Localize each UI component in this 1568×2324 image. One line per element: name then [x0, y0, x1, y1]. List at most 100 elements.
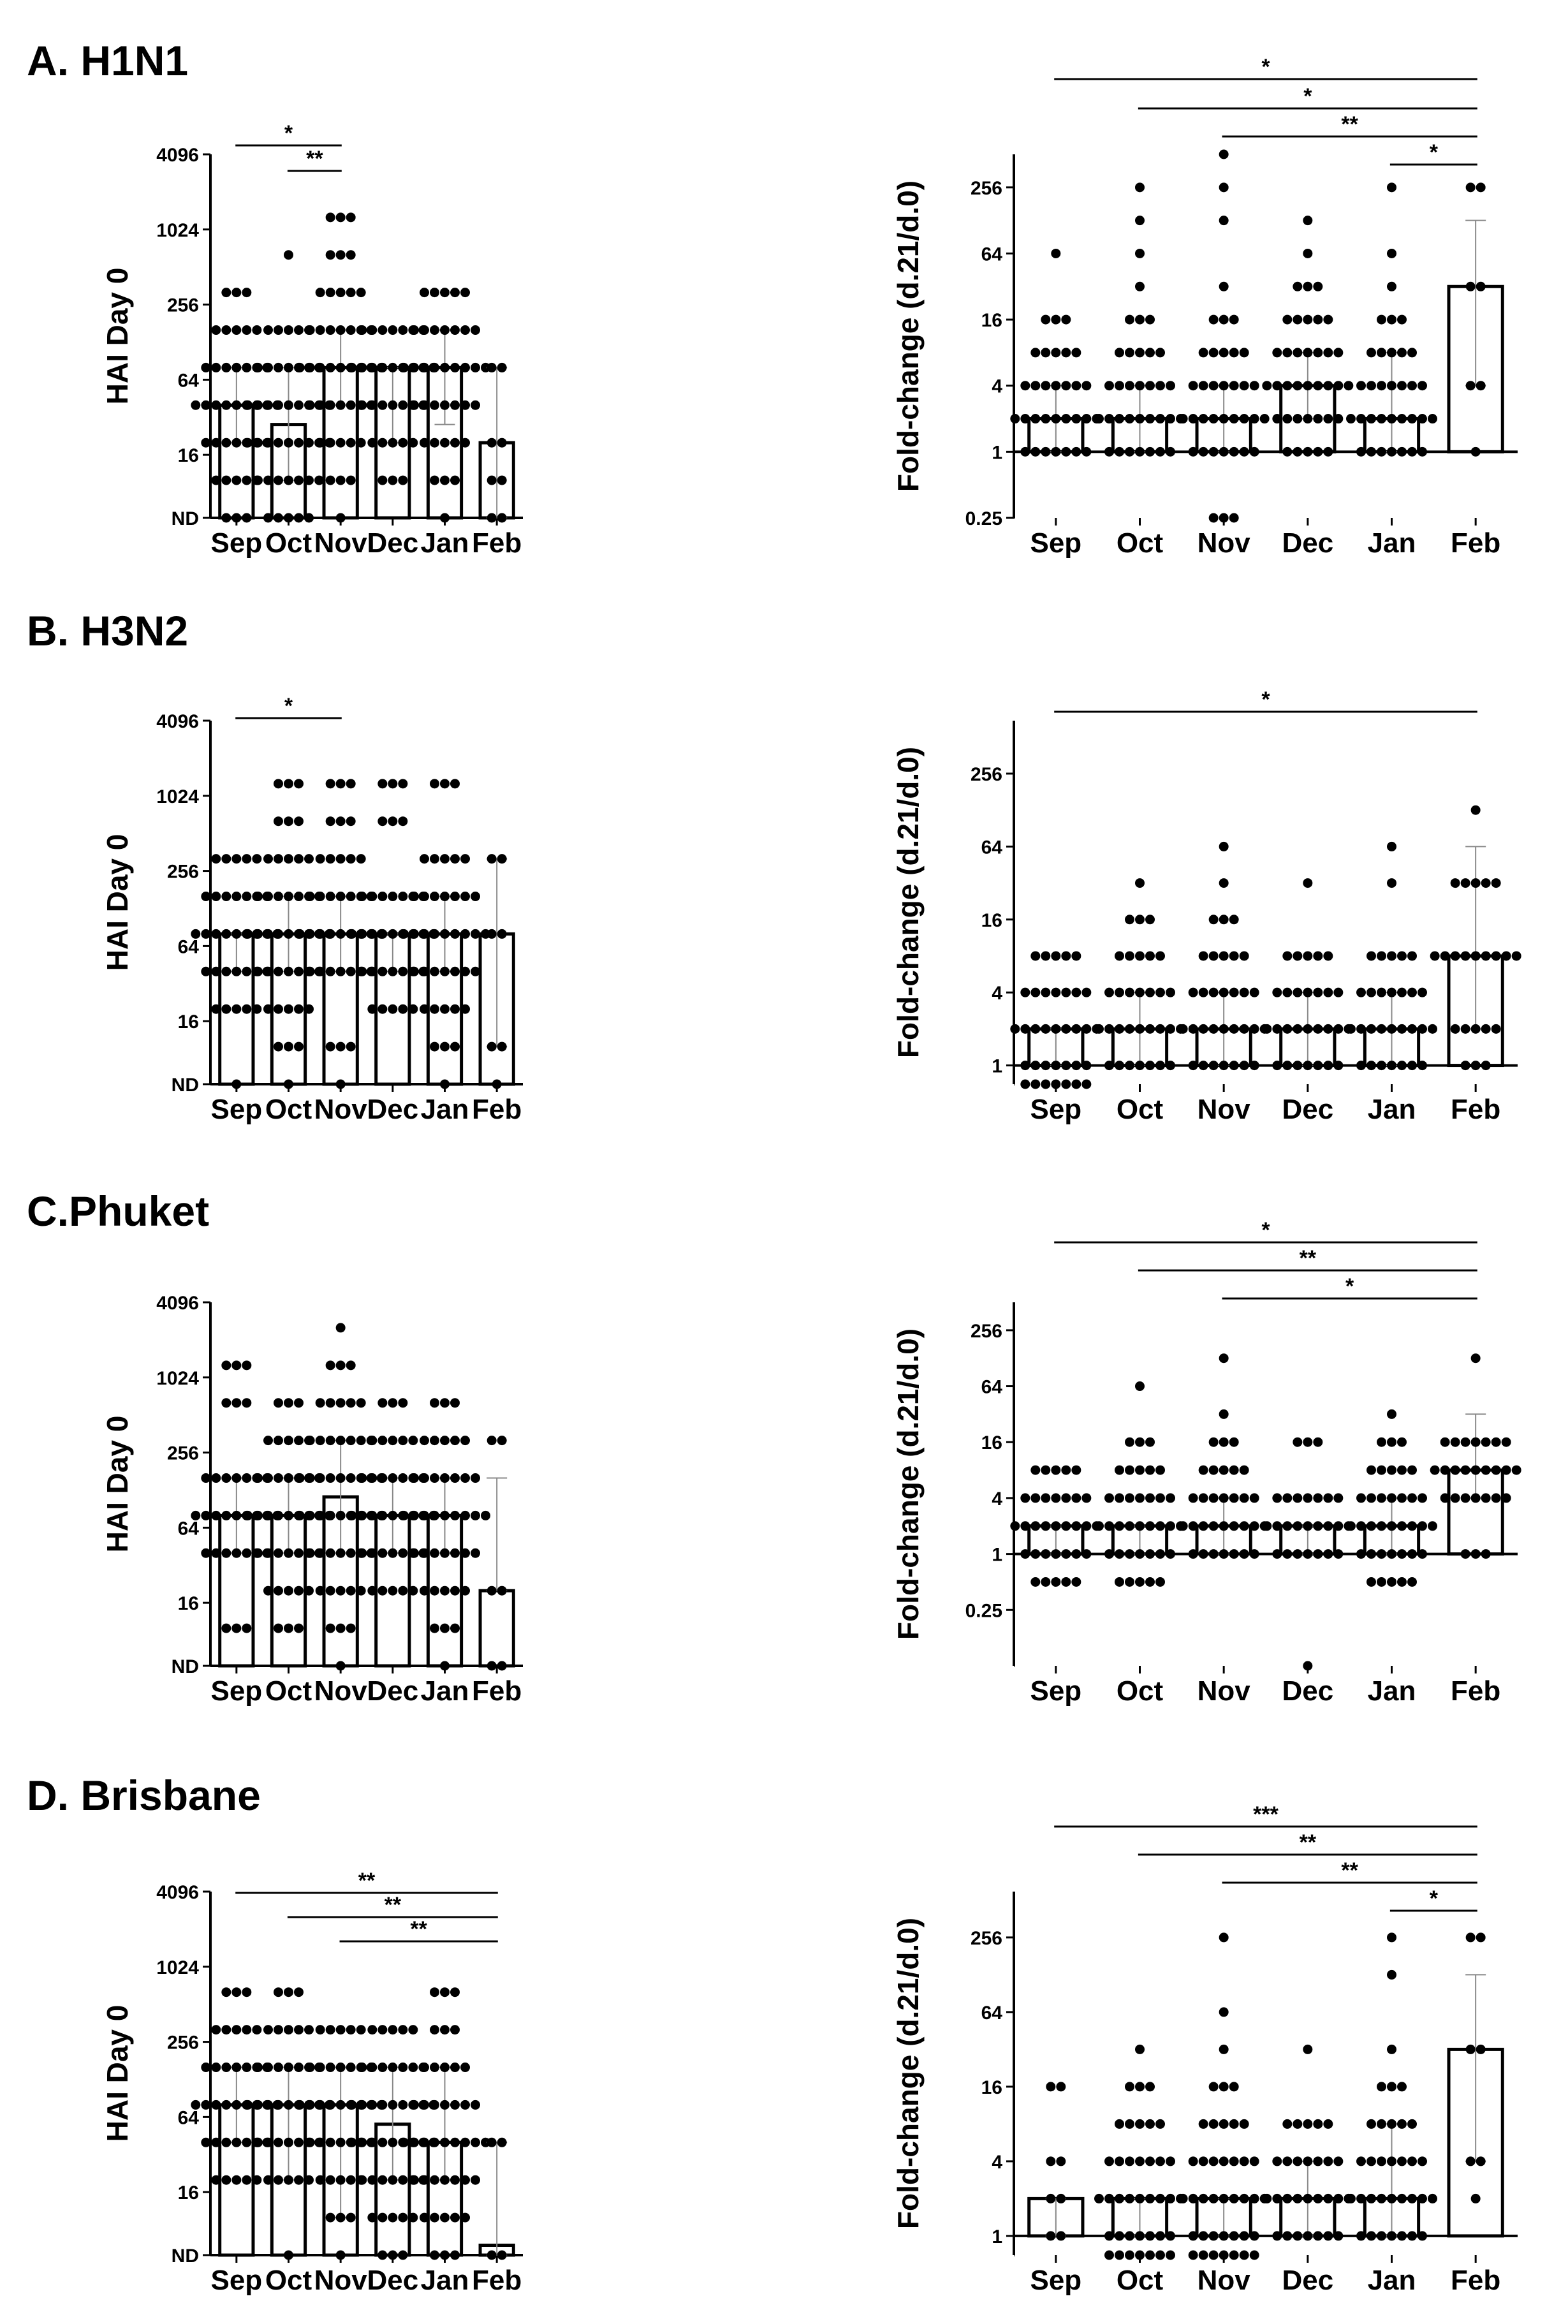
data-point — [1440, 1465, 1450, 1475]
data-point — [335, 816, 346, 827]
data-point — [1387, 841, 1396, 851]
data-point — [1051, 446, 1061, 457]
data-point — [377, 438, 388, 448]
data-point — [430, 1004, 439, 1014]
x-tick-label: Oct — [1117, 2265, 1164, 2296]
data-point — [1104, 414, 1114, 424]
data-point — [1303, 2193, 1313, 2203]
data-point — [1041, 1024, 1051, 1034]
data-point — [284, 400, 293, 410]
data-point — [1030, 1465, 1041, 1475]
data-point — [440, 475, 450, 485]
data-point — [1219, 2156, 1229, 2166]
data-point — [1071, 348, 1081, 358]
data-point — [1081, 1493, 1092, 1503]
x-tick-label: Jan — [1368, 1675, 1416, 1707]
data-point — [1282, 2156, 1293, 2166]
data-point — [367, 438, 377, 448]
sig-label: ** — [358, 1869, 376, 1893]
data-point — [1125, 1521, 1134, 1531]
data-point — [1208, 1465, 1219, 1475]
data-point — [367, 2137, 377, 2147]
data-point — [1135, 248, 1145, 258]
data-point — [294, 2137, 304, 2147]
data-point — [1188, 1521, 1198, 1531]
data-point — [252, 2025, 262, 2035]
x-tick-label: Jan — [1368, 1094, 1416, 1125]
data-point — [1460, 1465, 1470, 1475]
sig-label: * — [284, 121, 293, 145]
data-point — [1104, 2231, 1114, 2241]
data-point — [1346, 1024, 1356, 1034]
data-point — [253, 1473, 263, 1483]
data-point — [1125, 915, 1134, 925]
data-point — [1333, 1493, 1344, 1503]
data-point — [1272, 2193, 1282, 2203]
y-tick-label: 1024 — [156, 1368, 199, 1389]
data-point — [1333, 1061, 1344, 1071]
data-point — [243, 929, 253, 939]
data-point — [263, 1510, 273, 1520]
data-point — [294, 1398, 304, 1408]
data-point — [1208, 381, 1219, 391]
data-point — [430, 2250, 439, 2260]
data-point — [357, 362, 367, 372]
data-point — [377, 929, 388, 939]
data-point — [1387, 1521, 1396, 1531]
data-point — [1397, 2193, 1407, 2203]
data-point — [1188, 2156, 1198, 2166]
data-point — [1239, 1493, 1249, 1503]
data-point — [357, 1548, 367, 1558]
data-point — [325, 250, 335, 260]
data-point — [440, 854, 450, 864]
data-point — [1166, 1024, 1175, 1034]
data-point — [1356, 1521, 1366, 1531]
data-point — [1387, 314, 1396, 325]
data-point — [430, 1041, 439, 1052]
sig-label: * — [1261, 1218, 1270, 1242]
data-point — [1125, 446, 1134, 457]
data-point — [1041, 348, 1051, 358]
data-point — [252, 2175, 262, 2185]
sig-label: * — [1345, 1274, 1354, 1298]
data-point — [1333, 1549, 1344, 1559]
data-point — [1501, 1437, 1511, 1447]
data-point — [1061, 987, 1071, 997]
data-point — [1104, 987, 1114, 997]
data-point — [420, 2175, 429, 2185]
data-point — [231, 966, 242, 976]
data-point — [1219, 2119, 1229, 2129]
data-point — [284, 1623, 293, 1633]
data-point — [1104, 2193, 1114, 2203]
x-tick-label: Jan — [421, 527, 469, 559]
data-point — [1166, 1061, 1175, 1071]
data-point — [211, 892, 221, 902]
data-point — [420, 966, 429, 976]
data-point — [1041, 1079, 1051, 1089]
data-point — [1387, 381, 1396, 391]
data-point — [1460, 1024, 1470, 1034]
data-point — [1346, 1521, 1356, 1531]
sig-label: ** — [1341, 112, 1358, 136]
data-point — [450, 1623, 460, 1633]
data-point — [1125, 2231, 1134, 2241]
data-point — [357, 929, 367, 939]
data-point — [1293, 348, 1303, 358]
data-point — [347, 2100, 357, 2110]
data-point — [242, 1473, 252, 1483]
data-point — [450, 1004, 460, 1014]
data-point — [221, 2175, 231, 2185]
data-point — [1293, 314, 1303, 325]
data-point — [1145, 2082, 1155, 2092]
data-point — [242, 1398, 252, 1408]
data-point — [1061, 1024, 1071, 1034]
x-tick-label: Nov — [1198, 527, 1251, 559]
data-point — [1208, 414, 1219, 424]
data-point — [1323, 1549, 1333, 1559]
data-point — [294, 2175, 304, 2185]
x-tick-label: Oct — [265, 527, 312, 559]
data-point — [1041, 314, 1051, 325]
data-point — [1450, 1465, 1460, 1475]
data-point — [450, 2025, 460, 2035]
data-point — [304, 438, 314, 448]
